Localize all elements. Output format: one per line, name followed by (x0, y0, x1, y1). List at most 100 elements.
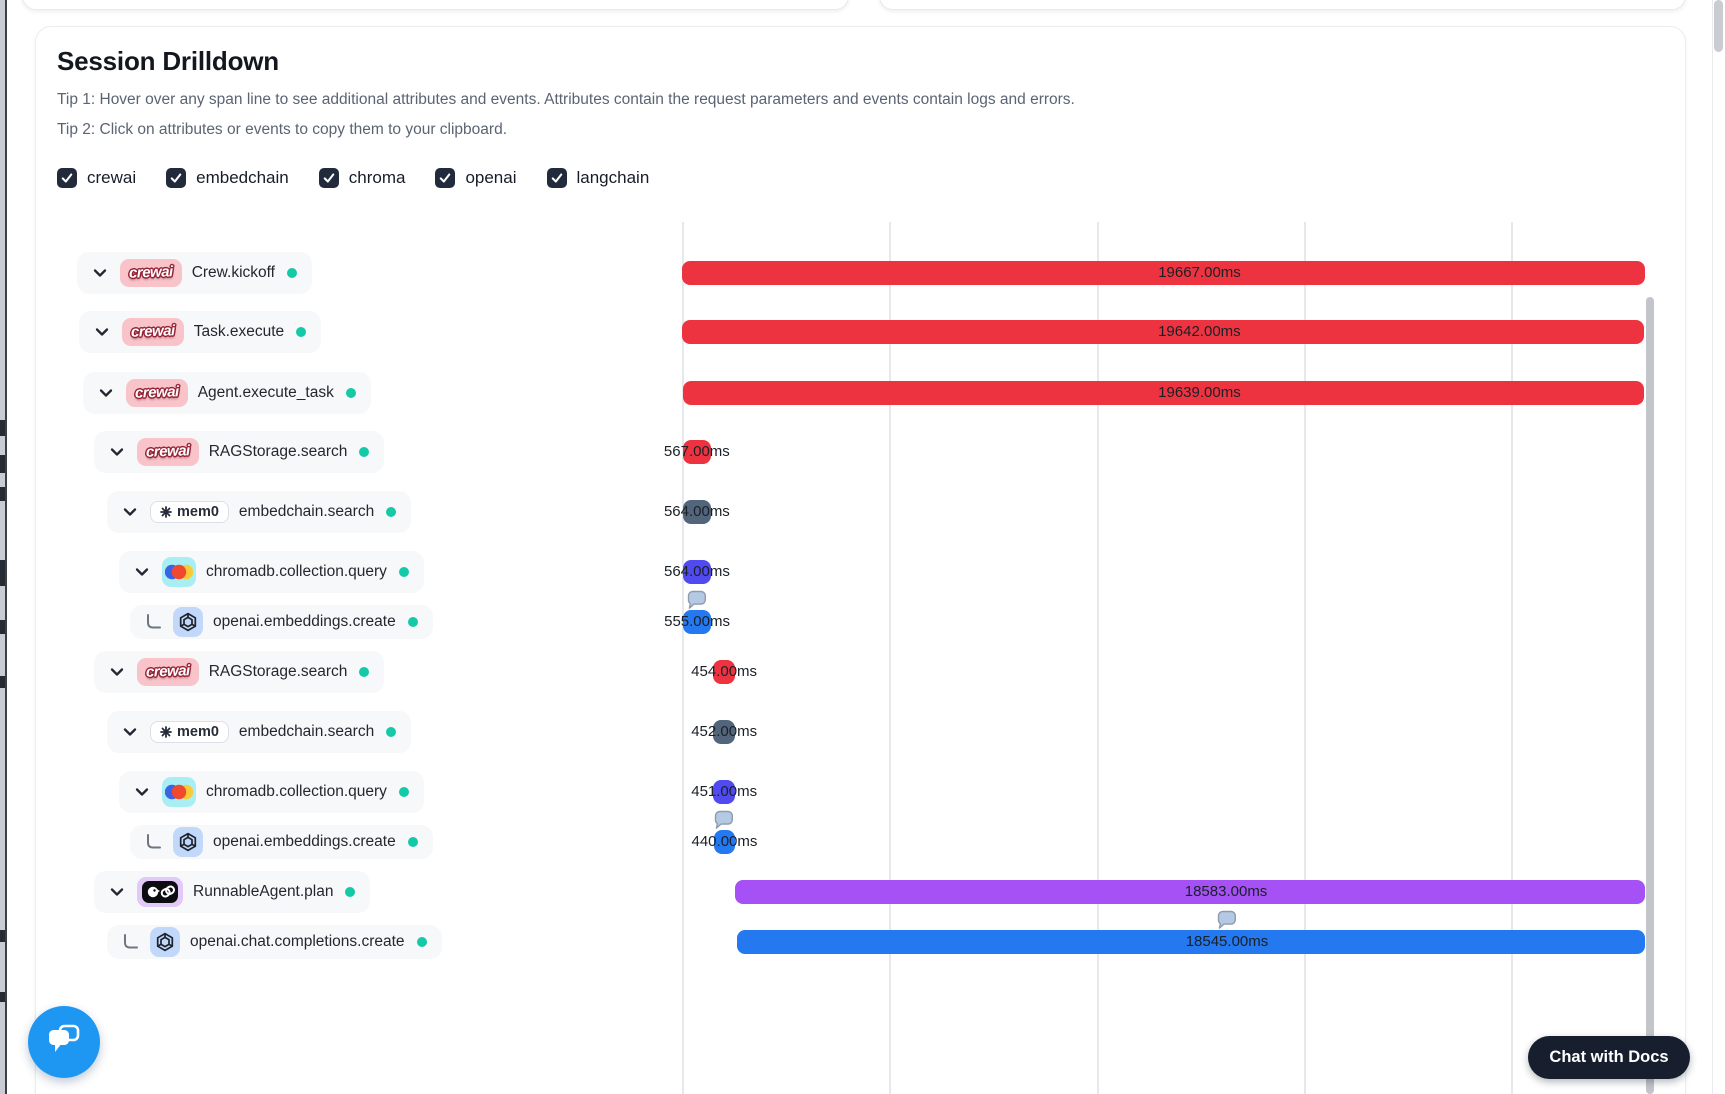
clipped-content-artifact (0, 560, 5, 586)
filter-item-chroma[interactable]: chroma (318, 168, 405, 188)
tip-1-text: Tip 1: Hover over any span line to see a… (57, 91, 1075, 108)
clipped-content-artifact (0, 455, 5, 473)
filter-item-langchain[interactable]: langchain (546, 168, 649, 188)
span-duration-label: 440.00ms (691, 833, 758, 850)
span-row-chromadb.collection.query[interactable]: chromadb.collection.query (119, 771, 424, 813)
mem0-asterisk-icon (160, 726, 172, 738)
gridline-2 (1097, 222, 1099, 1094)
span-bar-chromadb.collection.query[interactable] (683, 560, 711, 584)
span-duration-label: 18545.00ms (1185, 933, 1269, 950)
chevron-down-icon[interactable] (119, 722, 140, 743)
chevron-down-icon[interactable] (119, 502, 140, 523)
checkbox-chroma[interactable] (318, 168, 339, 188)
chat-launcher-button[interactable] (28, 1006, 100, 1078)
clipped-content-artifact (0, 620, 5, 634)
mem0-logo-badge: mem0 (150, 501, 229, 523)
span-row-embedchain.search[interactable]: mem0 embedchain.search (107, 491, 412, 533)
span-row-embedchain.search[interactable]: mem0 embedchain.search (107, 711, 412, 753)
span-row-Agent.execute_task[interactable]: crewai Agent.execute_task (83, 372, 371, 414)
gridline-4 (1511, 222, 1513, 1094)
chevron-down-icon[interactable] (106, 442, 127, 463)
langchain-logo-badge (137, 877, 183, 907)
chevron-down-icon[interactable] (91, 322, 112, 343)
span-duration-label: 19639.00ms (1158, 384, 1241, 401)
chat-with-docs-button[interactable]: Chat with Docs (1528, 1036, 1690, 1079)
span-name: Task.execute (193, 323, 285, 340)
span-name: chromadb.collection.query (206, 783, 387, 800)
span-duration-label: 564.00ms (663, 563, 730, 580)
span-row-RAGStorage.search[interactable]: crewai RAGStorage.search (94, 651, 385, 693)
span-duration-label: 564.00ms (663, 503, 730, 520)
status-dot (345, 388, 356, 398)
chevron-down-icon[interactable] (89, 263, 110, 284)
span-bar-openai.embeddings.create[interactable] (683, 610, 711, 634)
chevron-down-icon[interactable] (95, 383, 116, 404)
status-dot (359, 447, 370, 457)
checkbox-openai[interactable] (435, 168, 456, 188)
openai-knot-icon (179, 612, 197, 632)
chat-bubbles-icon (44, 1020, 84, 1065)
span-bar-embedchain.search[interactable] (683, 500, 711, 524)
crewai-logo-badge: crewai (122, 318, 184, 346)
span-bar-Crew.kickoff[interactable] (682, 261, 1645, 285)
filter-label: crewai (87, 168, 137, 187)
window-scrollbar-thumb[interactable] (1714, 0, 1723, 52)
chevron-down-icon[interactable] (106, 662, 127, 683)
span-row-Crew.kickoff[interactable]: crewai Crew.kickoff (77, 252, 312, 294)
checkbox-embedchain[interactable] (166, 168, 187, 188)
span-bar-RAGStorage.search[interactable] (682, 440, 711, 464)
tree-connector-icon (142, 832, 163, 853)
mem0-asterisk-icon (160, 506, 172, 518)
status-dot (398, 787, 409, 797)
span-bar-chromadb.collection.query[interactable] (713, 780, 736, 804)
span-bar-Agent.execute_task[interactable] (682, 381, 1645, 405)
crewai-logo-badge: crewai (120, 259, 182, 287)
chroma-circles-icon (165, 564, 193, 580)
chevron-down-icon[interactable] (106, 882, 127, 903)
event-bubble-icon[interactable] (687, 590, 707, 609)
checkbox-crewai[interactable] (57, 168, 77, 188)
span-row-RunnableAgent.plan[interactable]: RunnableAgent.plan (94, 871, 371, 913)
span-duration-label: 567.00ms (663, 443, 730, 460)
status-dot (407, 837, 418, 847)
event-bubble-icon[interactable] (1217, 910, 1237, 929)
chevron-down-icon[interactable] (131, 562, 152, 583)
status-dot (359, 667, 370, 677)
clipped-content-artifact (0, 676, 5, 688)
status-dot (386, 727, 397, 737)
checkbox-langchain[interactable] (546, 168, 567, 188)
span-bar-embedchain.search[interactable] (713, 720, 736, 744)
span-row-Task.execute[interactable]: crewai Task.execute (79, 311, 322, 353)
span-row-openai.embeddings.create[interactable]: openai.embeddings.create (130, 825, 433, 859)
openai-logo-badge (173, 607, 203, 637)
chroma-logo-badge (162, 557, 196, 587)
span-row-openai.embeddings.create[interactable]: openai.embeddings.create (130, 605, 433, 639)
filter-label: embedchain (196, 168, 289, 187)
status-dot (345, 887, 356, 897)
span-name: RunnableAgent.plan (193, 883, 334, 900)
span-row-chromadb.collection.query[interactable]: chromadb.collection.query (119, 551, 424, 593)
status-dot (386, 507, 397, 517)
filter-item-crewai[interactable]: crewai (57, 168, 136, 188)
span-bar-Task.execute[interactable] (682, 320, 1645, 344)
chevron-down-icon[interactable] (131, 782, 152, 803)
span-bar-RunnableAgent.plan[interactable] (735, 880, 1645, 904)
span-bar-openai.chat.completions.create[interactable] (736, 930, 1645, 954)
filter-item-embedchain[interactable]: embedchain (166, 168, 289, 188)
crewai-logo-badge: crewai (137, 438, 199, 466)
status-dot (416, 937, 427, 947)
span-row-RAGStorage.search[interactable]: crewai RAGStorage.search (94, 431, 385, 473)
span-name: openai.embeddings.create (213, 833, 396, 850)
mem0-logo-badge: mem0 (150, 721, 229, 743)
span-bar-RAGStorage.search[interactable] (712, 660, 736, 684)
openai-knot-icon (156, 932, 174, 952)
top-card-right (879, 0, 1686, 10)
tip-2-text: Tip 2: Click on attributes or events to … (57, 121, 507, 138)
span-row-openai.chat.completions.create[interactable]: openai.chat.completions.create (107, 925, 442, 959)
span-bar-openai.embeddings.create[interactable] (713, 830, 736, 854)
event-bubble-icon[interactable] (714, 810, 734, 829)
chart-scrollbar-thumb[interactable] (1646, 297, 1654, 1094)
filter-item-openai[interactable]: openai (435, 168, 517, 188)
span-duration-label: 451.00ms (691, 783, 758, 800)
